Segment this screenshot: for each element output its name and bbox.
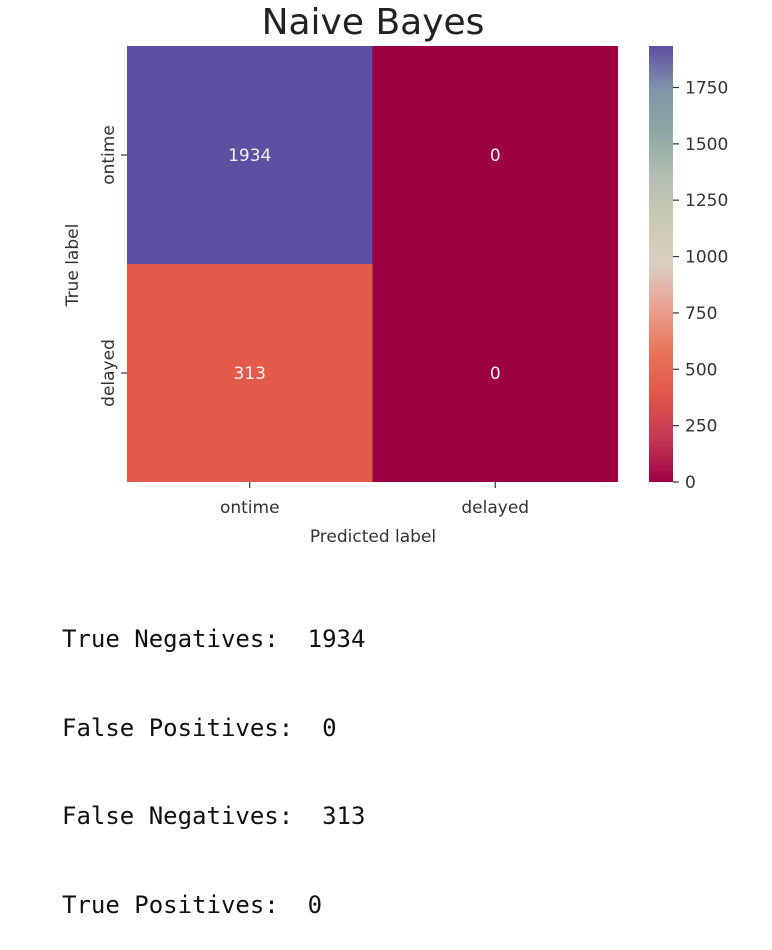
heatmap-cell-labels: 1934 0 313 0 [228, 146, 501, 384]
heatmap-cell-ontime-delayed [372, 46, 618, 264]
heatmap-cell-ontime-ontime [127, 46, 373, 264]
stat-true-negatives: True Negatives: 1934 [62, 625, 366, 653]
chart-title: Naive Bayes [262, 2, 485, 43]
stat-false-positives: False Positives: 0 [62, 713, 337, 742]
confusion-matrix-chart: Naive Bayes 1934 0 313 0 ontime delayed onti… [63, 2, 728, 547]
colorbar-tick-label: 250 [685, 417, 717, 437]
y-axis: ontime delayed [99, 125, 127, 407]
x-tick-label: delayed [461, 498, 529, 518]
stat-true-positives: True Positives: 0 [62, 890, 323, 919]
colorbar-tick-label: 0 [685, 473, 696, 493]
heatmap-cell-delayed-ontime [127, 264, 373, 482]
stat-false-negatives: False Negatives: 313 [62, 802, 366, 830]
cell-value-label: 0 [490, 364, 501, 384]
cell-value-label: 313 [234, 364, 266, 384]
colorbar-tick-label: 1500 [685, 135, 728, 155]
x-tick-label: ontime [220, 498, 280, 518]
y-tick-label: ontime [99, 125, 119, 185]
x-axis-label: Predicted label [310, 527, 436, 547]
colorbar [649, 46, 673, 482]
heatmap-cells [127, 46, 618, 482]
cell-value-label: 0 [490, 146, 501, 166]
x-axis: ontime delayed [220, 482, 529, 518]
colorbar-tick-label: 500 [685, 360, 717, 380]
colorbar-tick-label: 1000 [685, 248, 728, 268]
colorbar-ticks: 0 250 500 750 1000 1250 1500 1750 [673, 78, 728, 493]
y-tick-label: delayed [99, 339, 119, 407]
colorbar-tick-label: 1750 [685, 78, 728, 98]
y-axis-label: True label [63, 224, 83, 308]
confusion-stats: True Negatives: 1934 False Positives: 0 … [62, 566, 365, 950]
colorbar-tick-label: 750 [685, 304, 717, 324]
cell-value-label: 1934 [228, 146, 271, 166]
colorbar-tick-label: 1250 [685, 191, 728, 211]
heatmap-cell-delayed-delayed [372, 264, 618, 482]
